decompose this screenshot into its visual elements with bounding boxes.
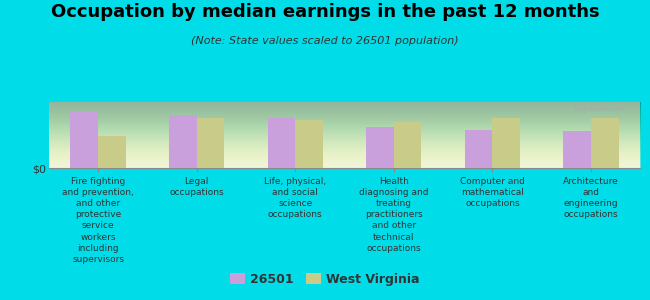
Text: Legal
occupations: Legal occupations bbox=[169, 177, 224, 197]
Bar bbox=[70, 112, 98, 168]
Text: City-Data.com: City-Data.com bbox=[574, 104, 629, 113]
Bar bbox=[564, 131, 591, 168]
Text: (Note: State values scaled to 26501 population): (Note: State values scaled to 26501 popu… bbox=[191, 36, 459, 46]
Bar bbox=[98, 136, 125, 168]
Text: Computer and
mathematical
occupations: Computer and mathematical occupations bbox=[460, 177, 525, 208]
Bar bbox=[268, 118, 295, 168]
Bar bbox=[492, 118, 520, 168]
Bar bbox=[394, 122, 421, 168]
Bar bbox=[366, 127, 394, 168]
Bar bbox=[196, 118, 224, 168]
Text: Fire fighting
and prevention,
and other
protective
service
workers
including
sup: Fire fighting and prevention, and other … bbox=[62, 177, 134, 264]
Text: Life, physical,
and social
science
occupations: Life, physical, and social science occup… bbox=[264, 177, 326, 219]
Text: Occupation by median earnings in the past 12 months: Occupation by median earnings in the pas… bbox=[51, 3, 599, 21]
Bar bbox=[465, 130, 493, 168]
Text: Health
diagnosing and
treating
practitioners
and other
technical
occupations: Health diagnosing and treating practitio… bbox=[359, 177, 428, 253]
Bar bbox=[169, 115, 196, 168]
Bar bbox=[295, 121, 323, 168]
Text: Architecture
and
engineering
occupations: Architecture and engineering occupations bbox=[563, 177, 619, 219]
Bar bbox=[591, 118, 619, 168]
Legend: 26501, West Virginia: 26501, West Virginia bbox=[225, 268, 425, 291]
